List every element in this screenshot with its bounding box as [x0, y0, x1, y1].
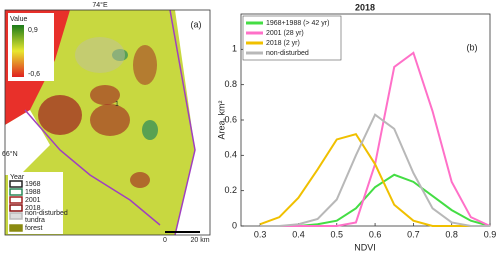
legend-label: 1968+1988 (> 42 yr)	[266, 20, 329, 27]
burn-area	[90, 85, 120, 105]
map-legend-title: Year	[10, 174, 25, 181]
colorbar-title: Value	[10, 16, 27, 23]
x-tick-label: 0.4	[292, 229, 305, 239]
lat-label: 66°N	[2, 150, 18, 158]
burn-area	[130, 172, 150, 188]
chart-panel: 2018 (b) NDVI Area, km² 0.3 0.4 0.5 0.6 0.7 0…	[216, 2, 496, 252]
legend-swatch	[9, 212, 23, 220]
tundra	[75, 37, 125, 73]
burn-area	[90, 104, 130, 136]
x-tick-label: 0.7	[407, 229, 420, 239]
legend-swatch	[9, 180, 23, 188]
x-axis-title: NDVI	[354, 242, 376, 252]
x-tick-label: 0.6	[369, 229, 382, 239]
y-tick-label: 0.2	[224, 185, 237, 195]
panel-label: (a)	[191, 19, 202, 29]
boundary	[169, 9, 196, 236]
burn-area	[38, 95, 82, 135]
legend-label-line: non-disturbed	[25, 210, 68, 217]
y-tick-label: 0.6	[224, 114, 237, 124]
legend-swatch	[9, 196, 23, 204]
scale-start: 0	[163, 237, 167, 244]
legend-label: 1988	[25, 189, 41, 196]
legend-label: 2001 (28 yr)	[266, 30, 304, 37]
colorbar-min: -0,6	[28, 71, 40, 78]
legend-label: non-disturbed	[266, 50, 309, 57]
x-tick-label: 0.5	[331, 229, 344, 239]
legend-label: 2001	[25, 197, 41, 204]
scale-end: 20 km	[190, 237, 209, 244]
legend-swatch	[9, 224, 23, 232]
lon-label: 74°E	[92, 1, 108, 9]
legend-label: non-disturbed tundra	[25, 210, 68, 224]
legend-swatch	[9, 188, 23, 196]
y-tick-label: 1	[232, 44, 237, 54]
x-tick-label: 0.3	[254, 229, 267, 239]
y-tick-label: 0.8	[224, 79, 237, 89]
map-nodata	[175, 10, 210, 235]
y-axis-title: Area, km²	[216, 100, 226, 139]
legend-label: forest	[25, 225, 43, 232]
series-line	[260, 113, 490, 227]
legend-label: 1968	[25, 181, 41, 188]
legend-label-line: tundra	[25, 217, 45, 224]
map-panel: 74°E 66°N (a) 1 Value 0,9 -0,6 Year 1968…	[2, 1, 211, 244]
x-tick-label: 0.9	[484, 229, 497, 239]
point-label: 1	[115, 101, 119, 108]
legend-swatch	[9, 204, 23, 212]
colorbar-max: 0,9	[28, 27, 38, 34]
legend-label: 2018	[25, 205, 41, 212]
boundary	[24, 109, 161, 226]
y-tick-label: 0	[232, 220, 237, 230]
chart-title: 2018	[355, 2, 375, 12]
panel-label: (b)	[467, 42, 478, 52]
legend-label: 2018 (2 yr)	[266, 40, 300, 47]
old-burn	[142, 120, 158, 140]
x-tick-label: 0.8	[445, 229, 458, 239]
y-tick-label: 0.4	[224, 150, 237, 160]
colorbar	[12, 25, 24, 77]
map-frame	[4, 9, 211, 236]
series-line	[259, 132, 490, 227]
burn-area	[133, 45, 157, 85]
series-line	[260, 51, 491, 227]
